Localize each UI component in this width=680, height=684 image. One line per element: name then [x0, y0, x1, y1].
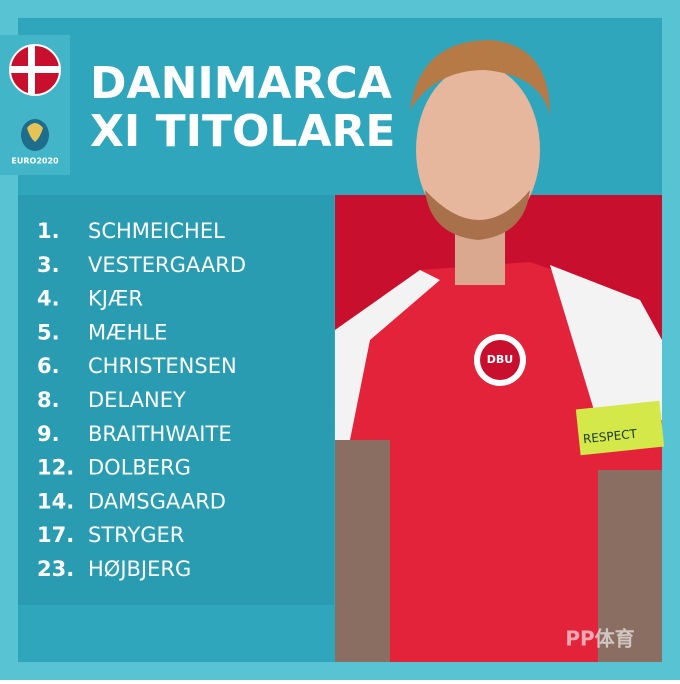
badge-text: DBU: [487, 353, 513, 366]
player-name: DELANEY: [88, 388, 186, 412]
player-number: 14.: [37, 489, 74, 513]
player-name: DAMSGAARD: [88, 489, 226, 513]
player-number: 3.: [37, 253, 60, 277]
photo: [335, 40, 665, 662]
player-name: DOLBERG: [88, 456, 191, 480]
player-name: SCHMEICHEL: [88, 219, 225, 243]
player-number: 12.: [37, 456, 74, 480]
flag: [9, 44, 61, 96]
player-number: 5.: [37, 320, 60, 344]
player-name: VESTERGAARD: [88, 253, 246, 277]
player-number: 8.: [37, 388, 60, 412]
player-name: BRAITHWAITE: [88, 422, 232, 446]
player-number: 4.: [37, 287, 60, 311]
player-name: CHRISTENSEN: [88, 354, 237, 378]
player-number: 17.: [37, 523, 74, 547]
logo-text: EURO2020: [11, 157, 59, 166]
armband-text: RESPECT: [582, 427, 638, 447]
euro-logo: [21, 119, 49, 151]
player-number: 6.: [37, 354, 60, 378]
player-name: STRYGER: [88, 523, 184, 547]
title: XI TITOLARE: [90, 106, 395, 157]
player-number: 9.: [37, 422, 60, 446]
player-number: 1.: [37, 219, 60, 243]
player-name: HØJBJERG: [88, 557, 191, 581]
lineup-list: 1. SCHMEICHEL 3. VESTERGAARD 4. KJÆR 5. MÆHLE 6.…: [37, 219, 246, 581]
player-name: KJÆR: [88, 287, 143, 311]
player-name: MÆHLE: [88, 320, 167, 344]
watermark: PP体育: [565, 627, 634, 651]
list-panel: [18, 195, 334, 605]
title: DANIMARCA: [90, 58, 392, 109]
player-number: 23.: [37, 557, 74, 581]
